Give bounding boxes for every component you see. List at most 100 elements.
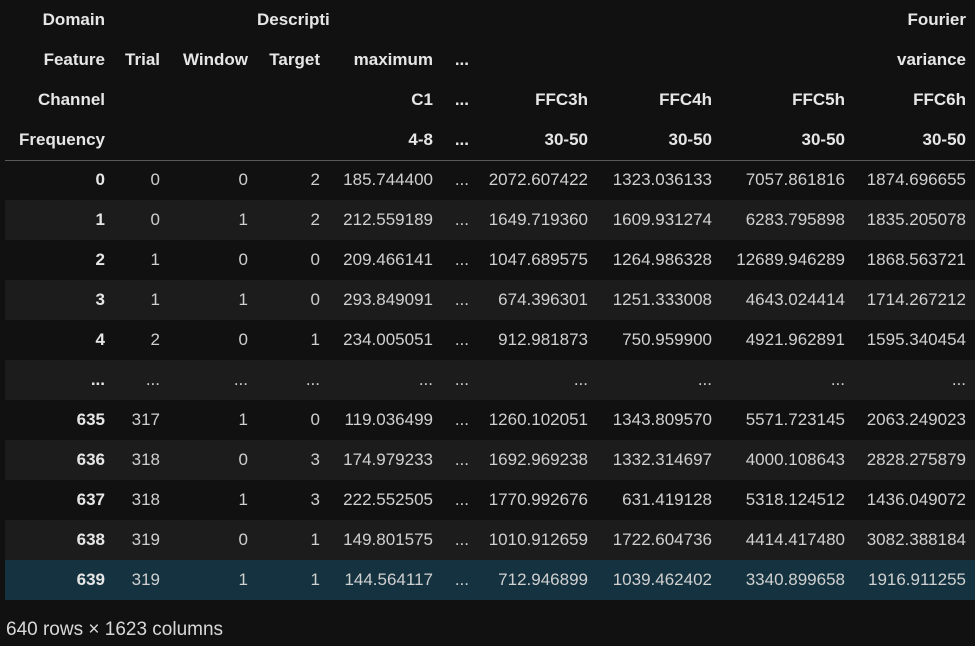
table-cell: 2828.275879 (866, 450, 966, 469)
table-cell: ... (830, 370, 845, 389)
table-cell: 1868.563721 (866, 250, 966, 269)
table-cell: ... (454, 410, 469, 429)
table-cell: 144.564117 (344, 570, 433, 589)
row-index: 4 (95, 330, 105, 349)
column-header (114, 80, 169, 120)
table-cell: 1 (238, 210, 248, 229)
column-header: FFC3h (535, 90, 588, 109)
column-header: 30-50 (597, 120, 721, 161)
table-cell: 293.849091 (343, 290, 433, 309)
table-cell: 0 (238, 170, 248, 190)
column-header: Window (183, 50, 248, 69)
table-cell: 1609.931274 (612, 210, 712, 229)
table-cell: 1835.205078 (866, 210, 966, 229)
table-cell: 1010.912659 (488, 530, 588, 549)
table-cell: 318 (131, 490, 160, 509)
table-row[interactable]: 1 0 1 2 212.559189... 1649.719360 1609.931274 6… (5, 200, 975, 240)
row-index: 0 (95, 170, 105, 190)
table-cell: 1260.102051 (488, 410, 588, 429)
column-header (329, 0, 442, 40)
table-cell: 1 (238, 290, 248, 309)
table-cell: 0 (238, 330, 248, 349)
table-body: 0 0 0 2 185.744400... 2072.607422 1323.036133 7… (5, 160, 975, 600)
table-row[interactable]: 639 319 1 1 144.564117... 712.946899 1039.4624… (5, 560, 975, 600)
column-header (257, 80, 329, 120)
table-row[interactable]: .............................. (5, 360, 975, 400)
table-cell: 2063.249023 (866, 410, 966, 429)
dataframe-output: Domain Description Fourier Feature Trial Wind… (5, 0, 975, 600)
table-cell: 1 (238, 570, 248, 589)
column-header (169, 120, 257, 161)
column-header (257, 120, 329, 161)
column-header: FFC5h (792, 90, 845, 109)
column-header: maximum (353, 50, 433, 69)
table-cell: 317 (131, 410, 160, 429)
table-cell: ... (454, 210, 469, 229)
table-cell: 2 (310, 210, 320, 229)
column-header: 30-50 (478, 120, 597, 161)
table-cell: 2072.607422 (488, 170, 588, 190)
row-index: 2 (95, 250, 105, 269)
column-header: variance (897, 50, 966, 69)
table-cell: 5571.723145 (745, 410, 845, 429)
table-header: Domain Description Fourier Feature Trial Wind… (5, 0, 975, 161)
table-row[interactable]: 637 318 1 3 222.552505... 1770.992676 631.4191… (5, 480, 975, 520)
table-cell: ... (454, 530, 469, 549)
table-cell: 149.801575 (343, 530, 433, 549)
row-index: 3 (95, 290, 105, 309)
table-cell: 6283.795898 (745, 210, 845, 229)
table-cell: 1714.267212 (866, 290, 966, 309)
table-row[interactable]: 638 319 0 1 149.801575... 1010.912659 1722.604… (5, 520, 975, 560)
column-header: 4-8 (329, 120, 442, 161)
table-cell: 4414.417480 (745, 530, 845, 549)
row-index: 1 (95, 210, 105, 229)
table-cell: ... (454, 290, 469, 309)
table-row[interactable]: 636 318 0 3 174.979233... 1692.969238 1332.314… (5, 440, 975, 480)
table-cell: 0 (310, 290, 320, 309)
table-row[interactable]: 2 1 0 0 209.466141... 1047.689575 1264.986328 1… (5, 240, 975, 280)
table-cell: 1 (150, 250, 160, 269)
table-cell: ... (951, 370, 966, 389)
column-header: Fourier (907, 10, 966, 29)
table-cell: ... (454, 490, 469, 509)
table-cell: 0 (310, 410, 320, 429)
column-header (442, 0, 478, 40)
table-cell: ... (454, 170, 469, 190)
table-row[interactable]: 3 1 1 0 293.849091... 674.396301 1251.333008 46… (5, 280, 975, 320)
header-level-name: Frequency (5, 120, 114, 161)
column-header (478, 40, 597, 80)
table-cell: 1722.604736 (612, 530, 712, 549)
table-cell: 1 (310, 530, 320, 549)
table-cell: 1332.314697 (612, 450, 712, 469)
table-cell: 222.552505 (343, 490, 433, 509)
header-level-name: Feature (43, 50, 105, 69)
table-cell: 631.419128 (622, 490, 712, 509)
row-index: 638 (76, 530, 105, 549)
header-row: Domain Description Fourier (5, 0, 975, 40)
table-cell: 119.036499 (344, 410, 433, 429)
header-row: Feature Trial Window Target maximum... varian… (5, 40, 975, 80)
table-row[interactable]: 4 2 0 1 234.005051... 912.981873 750.959900 492… (5, 320, 975, 360)
column-header: ... (454, 90, 469, 109)
column-header: 30-50 (721, 120, 854, 161)
table-cell: 1047.689575 (488, 250, 588, 269)
table-cell: 1595.340454 (866, 330, 966, 349)
table-cell: ... (454, 570, 469, 589)
table-row[interactable]: 635 317 1 0 119.036499... 1260.102051 1343.809… (5, 400, 975, 440)
table-cell: ... (454, 330, 469, 349)
table-cell: 1692.969238 (488, 450, 588, 469)
table-cell: 319 (131, 570, 160, 589)
table-cell: 318 (131, 450, 160, 469)
table-cell: ... (145, 370, 160, 389)
table-cell: ... (418, 370, 433, 389)
table-cell: 234.005051 (343, 330, 433, 349)
table-row[interactable]: 0 0 0 2 185.744400... 2072.607422 1323.036133 7… (5, 160, 975, 200)
header-row: Frequency 4-8... 30-50 30-50 30-50 30-50 (5, 120, 975, 161)
table-cell: 1343.809570 (612, 410, 712, 429)
table-cell: 5318.124512 (745, 490, 845, 509)
table-cell: 185.744400 (343, 170, 433, 190)
table-cell: 0 (150, 210, 160, 229)
table-cell: 209.466141 (343, 250, 433, 269)
table-cell: ... (697, 370, 712, 389)
table-cell: 174.979233 (343, 450, 433, 469)
